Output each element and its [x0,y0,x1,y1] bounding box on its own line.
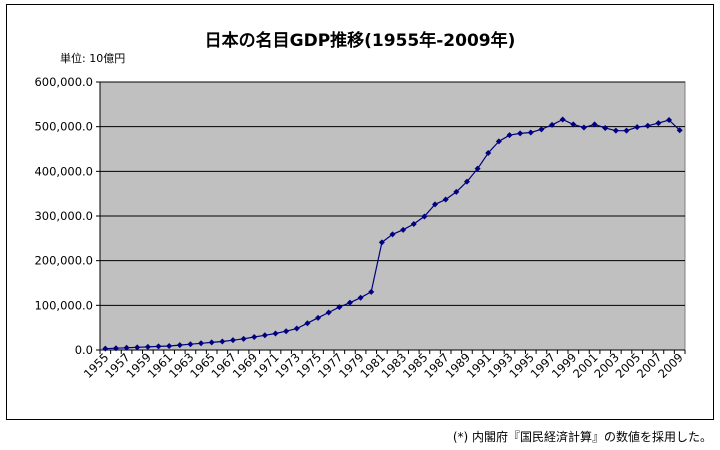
data-point [378,239,385,246]
data-point [527,129,534,136]
data-point [644,122,651,129]
unit-label: 単位: 10億円 [60,52,126,65]
data-point [421,213,428,220]
data-point [198,340,205,347]
data-point [102,345,109,352]
data-point [336,304,343,311]
source-note: (*) 内閣府『国民経済計算』の数値を採用した。 [452,430,712,444]
data-point [315,314,322,321]
data-point [176,342,183,349]
data-point [229,337,236,344]
data-point [283,328,290,335]
y-tick-label: 100,000.0 [34,298,93,312]
data-point [410,221,417,228]
data-point [134,344,141,351]
y-tick-label: 0.0 [75,343,93,357]
data-point [580,124,587,131]
data-point [485,150,492,157]
data-point [453,188,460,195]
data-point [208,339,215,346]
data-point [304,320,311,327]
data-point [325,309,332,316]
data-point [166,342,173,349]
data-point [506,132,513,139]
data-point [623,127,630,134]
data-point [400,226,407,233]
data-point [463,178,470,185]
data-point [144,343,151,350]
data-point [155,343,162,350]
y-tick-label: 400,000.0 [34,164,93,178]
data-point [538,126,545,133]
data-point [666,116,673,123]
data-point [559,116,566,123]
data-point [346,299,353,306]
data-point [474,165,481,172]
data-point [187,341,194,348]
data-point [272,330,279,337]
data-point [112,345,119,352]
data-point [634,124,641,131]
data-point [368,288,375,295]
data-point [240,335,247,342]
data-point [293,325,300,332]
x-tick-label: 2009 [655,350,686,381]
data-point [432,201,439,208]
data-point [602,125,609,132]
data-point [357,294,364,301]
data-point [442,196,449,203]
y-tick-label: 500,000.0 [34,120,93,134]
data-point [517,130,524,137]
data-point [261,332,268,339]
data-point [495,138,502,145]
data-point [612,127,619,134]
y-tick-label: 200,000.0 [34,254,93,268]
data-point [219,338,226,345]
data-point [251,334,258,341]
data-point [549,121,556,128]
data-point [676,127,683,134]
y-tick-label: 300,000.0 [34,209,93,223]
chart-title: 日本の名目GDP推移(1955年-2009年) [204,31,516,51]
y-tick-label: 600,000.0 [34,75,93,89]
data-point [123,344,130,351]
data-point [591,121,598,128]
data-point [570,121,577,128]
data-point [389,231,396,238]
data-point [655,120,662,127]
